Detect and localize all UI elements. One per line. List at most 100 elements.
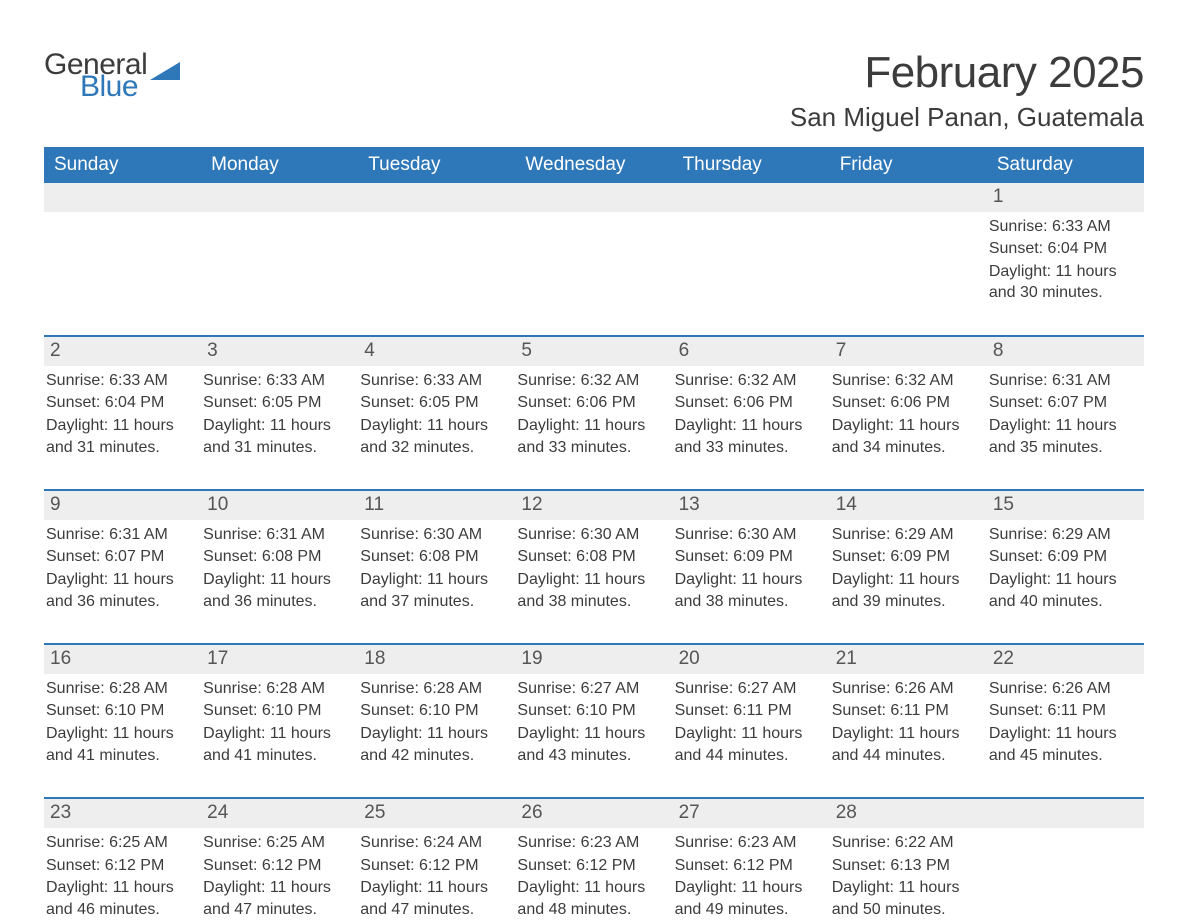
day-info: Sunrise: 6:30 AMSunset: 6:08 PMDaylight:… (358, 520, 515, 612)
sunrise-text: Sunrise: 6:31 AM (989, 370, 1138, 392)
sunset-text: Sunset: 6:10 PM (203, 700, 352, 722)
sunrise-text: Sunrise: 6:28 AM (203, 678, 352, 700)
day-number: 11 (358, 491, 515, 520)
sunrise-text: Sunrise: 6:31 AM (46, 524, 195, 546)
calendar-cell (358, 183, 515, 307)
sunrise-text: Sunrise: 6:25 AM (203, 832, 352, 854)
daylight-text: Daylight: 11 hours and 30 minutes. (989, 261, 1138, 304)
daylight-text: Daylight: 11 hours and 50 minutes. (832, 877, 981, 920)
day-info: Sunrise: 6:25 AMSunset: 6:12 PMDaylight:… (201, 828, 358, 920)
day-info: Sunrise: 6:33 AMSunset: 6:04 PMDaylight:… (987, 212, 1144, 304)
sunset-text: Sunset: 6:06 PM (832, 392, 981, 414)
logo: General Blue (44, 48, 184, 104)
month-title: February 2025 (790, 48, 1144, 98)
logo-text-blue: Blue (80, 70, 184, 104)
day-number: 9 (44, 491, 201, 520)
sunset-text: Sunset: 6:10 PM (46, 700, 195, 722)
weeks-container: 1Sunrise: 6:33 AMSunset: 6:04 PMDaylight… (44, 183, 1144, 923)
sunset-text: Sunset: 6:06 PM (517, 392, 666, 414)
day-info: Sunrise: 6:32 AMSunset: 6:06 PMDaylight:… (673, 366, 830, 458)
calendar-cell: 18Sunrise: 6:28 AMSunset: 6:10 PMDayligh… (358, 645, 515, 769)
daylight-text: Daylight: 11 hours and 34 minutes. (832, 415, 981, 458)
sunrise-text: Sunrise: 6:23 AM (517, 832, 666, 854)
daylight-text: Daylight: 11 hours and 44 minutes. (832, 723, 981, 766)
day-info: Sunrise: 6:31 AMSunset: 6:07 PMDaylight:… (987, 366, 1144, 458)
daylight-text: Daylight: 11 hours and 37 minutes. (360, 569, 509, 612)
calendar-cell: 17Sunrise: 6:28 AMSunset: 6:10 PMDayligh… (201, 645, 358, 769)
day-number: 27 (673, 799, 830, 828)
location: San Miguel Panan, Guatemala (790, 102, 1144, 133)
calendar-cell: 15Sunrise: 6:29 AMSunset: 6:09 PMDayligh… (987, 491, 1144, 615)
day-number: 3 (201, 337, 358, 366)
daylight-text: Daylight: 11 hours and 31 minutes. (203, 415, 352, 458)
sunrise-text: Sunrise: 6:33 AM (360, 370, 509, 392)
title-block: February 2025 San Miguel Panan, Guatemal… (790, 48, 1144, 133)
day-number: 15 (987, 491, 1144, 520)
calendar-cell: 27Sunrise: 6:23 AMSunset: 6:12 PMDayligh… (673, 799, 830, 923)
calendar-cell: 12Sunrise: 6:30 AMSunset: 6:08 PMDayligh… (515, 491, 672, 615)
calendar-cell: 20Sunrise: 6:27 AMSunset: 6:11 PMDayligh… (673, 645, 830, 769)
sunrise-text: Sunrise: 6:30 AM (360, 524, 509, 546)
day-info: Sunrise: 6:30 AMSunset: 6:09 PMDaylight:… (673, 520, 830, 612)
day-number: 14 (830, 491, 987, 520)
sunrise-text: Sunrise: 6:23 AM (675, 832, 824, 854)
day-info: Sunrise: 6:28 AMSunset: 6:10 PMDaylight:… (201, 674, 358, 766)
sunset-text: Sunset: 6:09 PM (989, 546, 1138, 568)
day-number: 23 (44, 799, 201, 828)
calendar-cell: 14Sunrise: 6:29 AMSunset: 6:09 PMDayligh… (830, 491, 987, 615)
daylight-text: Daylight: 11 hours and 41 minutes. (203, 723, 352, 766)
day-info: Sunrise: 6:28 AMSunset: 6:10 PMDaylight:… (44, 674, 201, 766)
day-number: 24 (201, 799, 358, 828)
daylight-text: Daylight: 11 hours and 49 minutes. (675, 877, 824, 920)
sunset-text: Sunset: 6:07 PM (989, 392, 1138, 414)
day-number: 22 (987, 645, 1144, 674)
calendar-cell: 13Sunrise: 6:30 AMSunset: 6:09 PMDayligh… (673, 491, 830, 615)
day-info: Sunrise: 6:33 AMSunset: 6:05 PMDaylight:… (201, 366, 358, 458)
daylight-text: Daylight: 11 hours and 31 minutes. (46, 415, 195, 458)
calendar-cell (830, 183, 987, 307)
week-row: 16Sunrise: 6:28 AMSunset: 6:10 PMDayligh… (44, 643, 1144, 769)
day-number: 18 (358, 645, 515, 674)
calendar-cell: 7Sunrise: 6:32 AMSunset: 6:06 PMDaylight… (830, 337, 987, 461)
day-number: 17 (201, 645, 358, 674)
sunset-text: Sunset: 6:12 PM (203, 855, 352, 877)
daylight-text: Daylight: 11 hours and 47 minutes. (360, 877, 509, 920)
sunrise-text: Sunrise: 6:32 AM (517, 370, 666, 392)
sunset-text: Sunset: 6:07 PM (46, 546, 195, 568)
day-info: Sunrise: 6:31 AMSunset: 6:07 PMDaylight:… (44, 520, 201, 612)
calendar-cell: 23Sunrise: 6:25 AMSunset: 6:12 PMDayligh… (44, 799, 201, 923)
sunset-text: Sunset: 6:05 PM (203, 392, 352, 414)
sunset-text: Sunset: 6:05 PM (360, 392, 509, 414)
sunset-text: Sunset: 6:11 PM (832, 700, 981, 722)
day-info: Sunrise: 6:27 AMSunset: 6:11 PMDaylight:… (673, 674, 830, 766)
daylight-text: Daylight: 11 hours and 42 minutes. (360, 723, 509, 766)
day-info: Sunrise: 6:31 AMSunset: 6:08 PMDaylight:… (201, 520, 358, 612)
calendar: Sunday Monday Tuesday Wednesday Thursday… (44, 147, 1144, 923)
week-row: 9Sunrise: 6:31 AMSunset: 6:07 PMDaylight… (44, 489, 1144, 615)
sunrise-text: Sunrise: 6:26 AM (832, 678, 981, 700)
sunset-text: Sunset: 6:11 PM (989, 700, 1138, 722)
day-info: Sunrise: 6:25 AMSunset: 6:12 PMDaylight:… (44, 828, 201, 920)
calendar-cell: 2Sunrise: 6:33 AMSunset: 6:04 PMDaylight… (44, 337, 201, 461)
calendar-cell (201, 183, 358, 307)
calendar-cell: 1Sunrise: 6:33 AMSunset: 6:04 PMDaylight… (987, 183, 1144, 307)
day-info: Sunrise: 6:24 AMSunset: 6:12 PMDaylight:… (358, 828, 515, 920)
calendar-cell (515, 183, 672, 307)
day-number: 10 (201, 491, 358, 520)
sunset-text: Sunset: 6:12 PM (360, 855, 509, 877)
sunrise-text: Sunrise: 6:24 AM (360, 832, 509, 854)
day-number (44, 183, 201, 212)
sunrise-text: Sunrise: 6:33 AM (203, 370, 352, 392)
sunset-text: Sunset: 6:08 PM (517, 546, 666, 568)
sunrise-text: Sunrise: 6:32 AM (675, 370, 824, 392)
daylight-text: Daylight: 11 hours and 40 minutes. (989, 569, 1138, 612)
sunrise-text: Sunrise: 6:27 AM (675, 678, 824, 700)
day-number: 21 (830, 645, 987, 674)
calendar-cell (987, 799, 1144, 923)
sunrise-text: Sunrise: 6:30 AM (517, 524, 666, 546)
calendar-cell (673, 183, 830, 307)
sunrise-text: Sunrise: 6:28 AM (46, 678, 195, 700)
day-info: Sunrise: 6:32 AMSunset: 6:06 PMDaylight:… (830, 366, 987, 458)
day-info: Sunrise: 6:23 AMSunset: 6:12 PMDaylight:… (673, 828, 830, 920)
daylight-text: Daylight: 11 hours and 36 minutes. (203, 569, 352, 612)
